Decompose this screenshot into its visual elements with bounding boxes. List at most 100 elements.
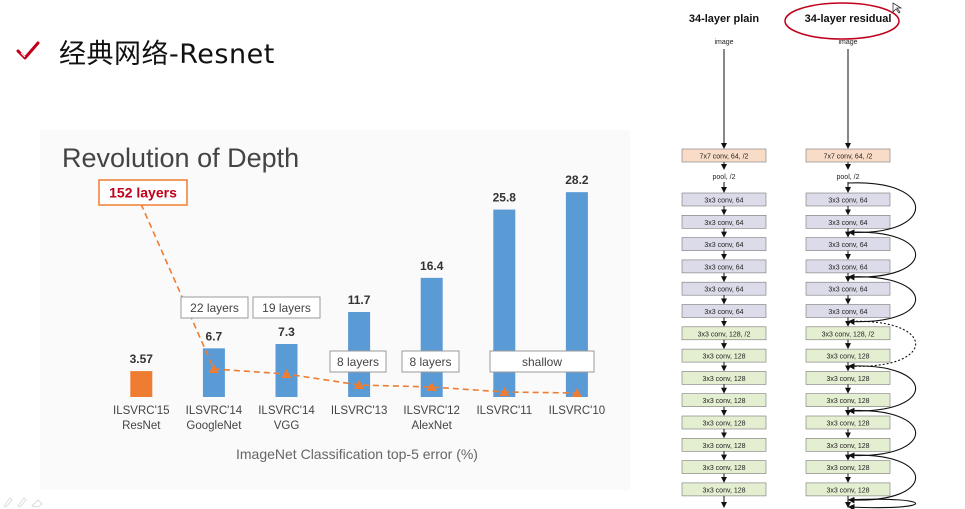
layer-label: 3x3 conv, 64 — [828, 309, 867, 316]
x-tick-labels: ILSVRC'15 ResNet ILSVRC'14 GoogleNet ILSVRC'… — [113, 405, 605, 432]
x-tick-label: ILSVRC'10 — [549, 405, 606, 417]
identity-shortcut — [847, 231, 917, 281]
bar-value-label: 6.7 — [206, 329, 223, 343]
bar-value-label: 3.57 — [130, 352, 154, 366]
bars-layer: 3.57 6.7 7.3 11.7 16.4 25.8 28.2 — [130, 173, 589, 397]
layer-label: 3x3 conv, 64 — [828, 287, 867, 294]
layer-label: 3x3 conv, 128 — [702, 487, 745, 494]
slide-title: 经典网络-Resnet — [15, 33, 275, 70]
layer-label: 3x3 conv, 128 — [826, 354, 869, 361]
x-tick-label: ILSVRC'14 — [186, 405, 243, 417]
highlighter-icon[interactable] — [17, 497, 27, 508]
layer-label: 3x3 conv, 64 — [704, 198, 743, 205]
depth-label: 152 layers — [109, 185, 177, 201]
slide-title-text: 经典网络-Resnet — [59, 38, 275, 70]
eraser-icon[interactable] — [30, 499, 43, 508]
depth-labels-layer: 152 layers 22 layers 19 layers 8 layers 8 la… — [98, 179, 595, 373]
bar — [130, 371, 153, 397]
residual-net-input: image — [838, 39, 857, 46]
layer-label: 3x3 conv, 64 — [704, 309, 743, 316]
residual-net-title: 34-layer residual — [805, 13, 892, 25]
x-tick-label: ILSVRC'14 — [258, 405, 315, 417]
layer-label: 3x3 conv, 64 — [828, 198, 867, 205]
layer-label: 7x7 conv, 64, /2 — [824, 154, 873, 161]
plain-net-title: 34-layer plain — [689, 13, 760, 25]
layer-label: 3x3 conv, 64 — [704, 264, 743, 271]
depth-trend-line — [140, 203, 215, 370]
slide-toolbar[interactable] — [2, 494, 52, 508]
layer-label: 3x3 conv, 128 — [826, 421, 869, 428]
depth-label: 19 layers — [262, 301, 311, 315]
layer-label: 3x3 conv, 128 — [826, 376, 869, 383]
depth-marker — [499, 387, 510, 396]
depth-marker — [281, 369, 292, 378]
layer-label: 3x3 conv, 128 — [702, 465, 745, 472]
depth-trend-layer — [140, 203, 582, 397]
layer-label: 3x3 conv, 64 — [704, 220, 743, 227]
x-tick-label: ResNet — [122, 420, 161, 432]
bar-value-label: 16.4 — [420, 259, 444, 273]
bar — [565, 192, 588, 397]
layer-label: 3x3 conv, 128 — [826, 443, 869, 450]
x-axis-label: ImageNet Classification top-5 error (%) — [236, 446, 478, 462]
layer-label: 3x3 conv, 128 — [702, 443, 745, 450]
residual-net-column: 7x7 conv, 64, /2 pool, /2 3x3 conv, 64 3x3 … — [805, 49, 917, 509]
layer-label: 3x3 conv, 128 — [826, 487, 869, 494]
depth-marker — [571, 388, 582, 397]
depth-label: 8 layers — [337, 355, 379, 369]
depth-label-box — [329, 350, 387, 373]
identity-shortcut — [847, 276, 917, 326]
depth-label-box — [98, 179, 188, 206]
x-tick-label: ILSVRC'15 — [113, 405, 170, 417]
layer-label: 3x3 conv, 128, /2 — [698, 331, 751, 338]
layer-label: 3x3 conv, 64 — [828, 264, 867, 271]
depth-marker — [426, 382, 437, 391]
depth-label-box — [489, 350, 595, 373]
x-tick-label: AlexNet — [412, 420, 453, 432]
bar — [493, 209, 516, 397]
depth-label-box — [180, 296, 249, 319]
bar-value-label: 25.8 — [493, 191, 517, 205]
depth-label: shallow — [522, 355, 562, 369]
layer-label: 3x3 conv, 128 — [826, 398, 869, 405]
plain-net-input: image — [714, 39, 733, 46]
residual-title-highlight-circle — [784, 2, 900, 40]
identity-shortcut — [847, 182, 917, 236]
pen-icon[interactable] — [3, 497, 13, 508]
bar-value-label: 28.2 — [565, 173, 589, 187]
x-tick-label: ILSVRC'12 — [403, 405, 460, 417]
depth-label-box — [252, 296, 321, 319]
depth-label: 8 layers — [409, 355, 451, 369]
identity-shortcut — [847, 498, 917, 509]
identity-shortcut — [847, 410, 917, 459]
cursor-icon — [892, 2, 903, 14]
layer-label: 3x3 conv, 64 — [828, 220, 867, 227]
pool-label: pool, /2 — [713, 174, 736, 181]
depth-label-box — [401, 350, 460, 373]
depth-marker — [208, 364, 219, 373]
layer-label: 3x3 conv, 128 — [826, 465, 869, 472]
layer-label: 7x7 conv, 64, /2 — [700, 154, 749, 161]
projection-shortcut — [847, 320, 917, 370]
depth-marker — [354, 380, 365, 389]
bar-value-label: 11.7 — [348, 293, 371, 307]
layer-label: 3x3 conv, 128 — [702, 398, 745, 405]
layer-label: 3x3 conv, 128 — [702, 376, 745, 383]
depth-label: 22 layers — [190, 301, 239, 315]
depth-chart: Revolution of Depth 3.57 6.7 7.3 11.7 16.4 25… — [62, 143, 606, 462]
layer-label: 3x3 conv, 128 — [702, 421, 745, 428]
layer-label: 3x3 conv, 64 — [828, 242, 867, 249]
depth-trend-line — [213, 368, 577, 394]
layer-label: 3x3 conv, 64 — [704, 242, 743, 249]
x-tick-label: ILSVRC'13 — [331, 405, 388, 417]
pool-label: pool, /2 — [837, 174, 860, 181]
layer-label: 3x3 conv, 64 — [704, 287, 743, 294]
x-tick-label: GoogleNet — [186, 420, 242, 432]
identity-shortcut — [847, 365, 917, 415]
layer-label: 3x3 conv, 128, /2 — [822, 331, 875, 338]
layer-label: 3x3 conv, 128 — [702, 354, 745, 361]
diagram-background — [655, 0, 950, 509]
checkmark-icon — [16, 41, 40, 60]
chart-title: Revolution of Depth — [62, 143, 299, 173]
x-tick-label: ILSVRC'11 — [476, 405, 532, 417]
